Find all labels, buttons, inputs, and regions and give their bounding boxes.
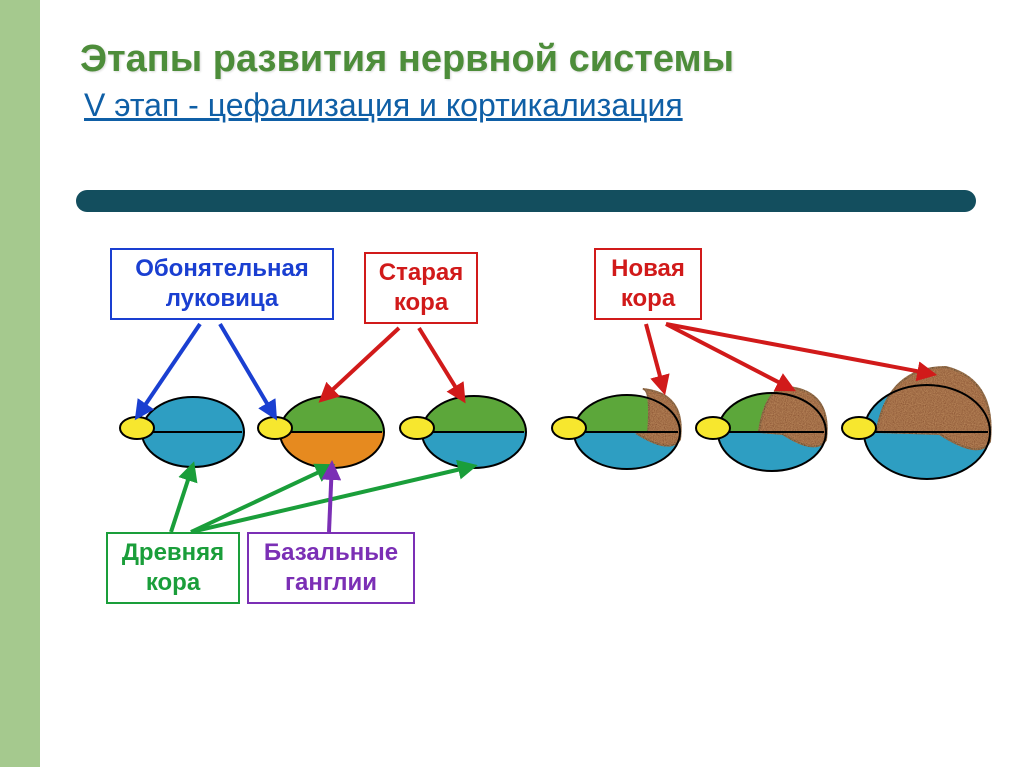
brain-stage-2 xyxy=(258,394,384,470)
slide: Этапы развития нервной системы V этап - … xyxy=(40,0,1024,767)
arrow-olfactory-to-brain-1 xyxy=(137,324,200,417)
page-title: Этапы развития нервной системы xyxy=(80,38,1024,81)
label-old_cortex: Старая кора xyxy=(364,252,478,324)
decorative-stripe xyxy=(0,0,40,767)
label-olfactory: Обонятельная луковица xyxy=(110,248,334,320)
arrow-basal-to-brain-2 xyxy=(329,464,332,532)
arrow-new_cortex-to-brain-5 xyxy=(666,324,792,389)
brain-stage-6 xyxy=(842,367,991,481)
brain-stage-4 xyxy=(552,389,681,471)
page-subtitle: V этап - цефализация и кортикализация xyxy=(84,87,1024,124)
label-basal: Базальные ганглии xyxy=(247,532,415,604)
arrow-old_cortex-to-brain-2 xyxy=(321,328,399,400)
arrow-ancient-to-brain-1 xyxy=(171,465,193,532)
divider-bar xyxy=(76,190,976,212)
brain-stage-5 xyxy=(696,387,827,473)
arrow-ancient-to-brain-3 xyxy=(191,466,474,532)
brain-stage-1 xyxy=(120,395,244,469)
label-ancient: Древняя кора xyxy=(106,532,240,604)
brain-stage-3 xyxy=(400,394,526,470)
arrow-olfactory-to-brain-2 xyxy=(220,324,275,417)
arrow-ancient-to-brain-2 xyxy=(191,466,332,532)
arrow-new_cortex-to-brain-4 xyxy=(646,324,664,391)
label-new_cortex: Новая кора xyxy=(594,248,702,320)
arrow-old_cortex-to-brain-3 xyxy=(419,328,463,400)
arrow-new_cortex-to-brain-6 xyxy=(666,324,933,374)
